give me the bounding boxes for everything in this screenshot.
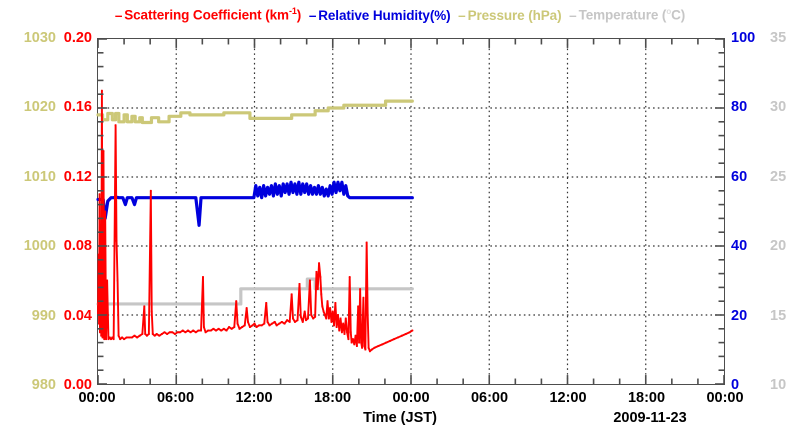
pressure-tick-1: 1020 [23, 99, 56, 116]
scattering-tick-3: 0.08 [63, 238, 92, 255]
x-axis-tick-5: 06:00 [470, 390, 509, 406]
pressure-tick-4: 990 [31, 307, 56, 324]
humidity-tick-4: 20 [731, 307, 748, 324]
legend-item-relative-humidity: – Relative Humidity(%) [309, 8, 451, 23]
legend-dash-temperature: – [569, 7, 577, 23]
x-axis-tick-6: 12:00 [549, 390, 587, 406]
x-axis-title: Time (JST) [363, 410, 437, 426]
legend-item-scattering-coefficient: – Scattering Coefficient (km-1) [115, 6, 301, 23]
x-axis-tick-4: 00:00 [392, 390, 430, 406]
scattering-tick-5: 0.00 [63, 377, 92, 393]
temperature-tick-2: 25 [770, 168, 787, 185]
humidity-tick-2: 60 [731, 168, 748, 185]
y-axis-temperature-labels: 35 30 25 20 15 10 [770, 0, 798, 434]
legend-tail-temperature: C) [671, 7, 686, 23]
chart-legend: – Scattering Coefficient (km-1) – Relative… [0, 6, 800, 23]
pressure-tick-2: 1010 [23, 168, 56, 185]
temperature-tick-4: 15 [770, 307, 787, 324]
series-pressure [96, 99, 414, 125]
grid-layer [98, 39, 724, 384]
legend-degree-icon: o [666, 7, 672, 16]
series-temperature [96, 277, 414, 306]
y-axis-humidity-labels: 100 80 60 40 20 0 [731, 0, 771, 434]
legend-item-temperature: – Temperature (oC) [569, 7, 685, 23]
x-axis-tick-2: 12:00 [235, 390, 273, 406]
humidity-tick-3: 40 [731, 238, 748, 255]
series-relative-humidity [96, 180, 414, 227]
plot-area [96, 38, 725, 385]
legend-dash-scattering-coefficient: – [114, 7, 123, 23]
legend-label-scattering-coefficient: Scattering Coefficient (km [124, 7, 289, 23]
pressure-tick-3: 1000 [23, 238, 56, 255]
legend-dash-pressure: – [458, 7, 466, 23]
scattering-tick-2: 0.12 [63, 168, 92, 185]
data-layer [96, 89, 414, 353]
pressure-tick-5: 980 [31, 377, 56, 393]
temperature-tick-3: 20 [770, 238, 787, 255]
humidity-tick-5: 0 [731, 377, 740, 393]
date-label: 2009-11-23 [613, 410, 687, 426]
tick-layer [97, 38, 725, 385]
scattering-tick-0: 0.20 [63, 30, 92, 46]
x-axis-tick-7: 18:00 [627, 390, 666, 406]
legend-tail-scattering-coefficient: ) [296, 7, 302, 23]
legend-item-pressure: – Pressure (hPa) [458, 8, 561, 23]
legend-sup-scattering-coefficient: -1 [288, 6, 297, 16]
legend-dash-relative-humidity: – [308, 7, 317, 23]
temperature-tick-5: 10 [770, 377, 787, 393]
legend-label-pressure: Pressure (hPa) [467, 7, 562, 23]
humidity-tick-0: 100 [731, 30, 756, 46]
scattering-tick-4: 0.04 [63, 307, 92, 324]
legend-label-temperature: Temperature ( [578, 7, 667, 23]
y-axis-scattering-labels: 0.20 0.16 0.12 0.08 0.04 0.00 [44, 0, 92, 434]
x-axis-tick-0: 00:00 [78, 390, 116, 406]
scattering-tick-1: 0.16 [63, 99, 92, 116]
temperature-tick-1: 30 [770, 99, 787, 116]
humidity-tick-1: 80 [731, 99, 748, 116]
x-axis-tick-3: 18:00 [313, 390, 352, 406]
pressure-tick-0: 1030 [23, 30, 56, 46]
x-axis-tick-8: 00:00 [706, 390, 744, 406]
legend-label-relative-humidity: Relative Humidity(%) [318, 7, 451, 23]
x-axis-tick-1: 06:00 [156, 390, 195, 406]
temperature-tick-0: 35 [770, 30, 787, 46]
y-axis-pressure-labels: 1030 1020 1010 1000 990 980 [4, 0, 56, 434]
series-scattering-coefficient-markers [97, 89, 414, 353]
x-axis-labels: 00:00 06:00 12:00 18:00 00:00 06:00 12:00 18:00… [0, 390, 800, 410]
